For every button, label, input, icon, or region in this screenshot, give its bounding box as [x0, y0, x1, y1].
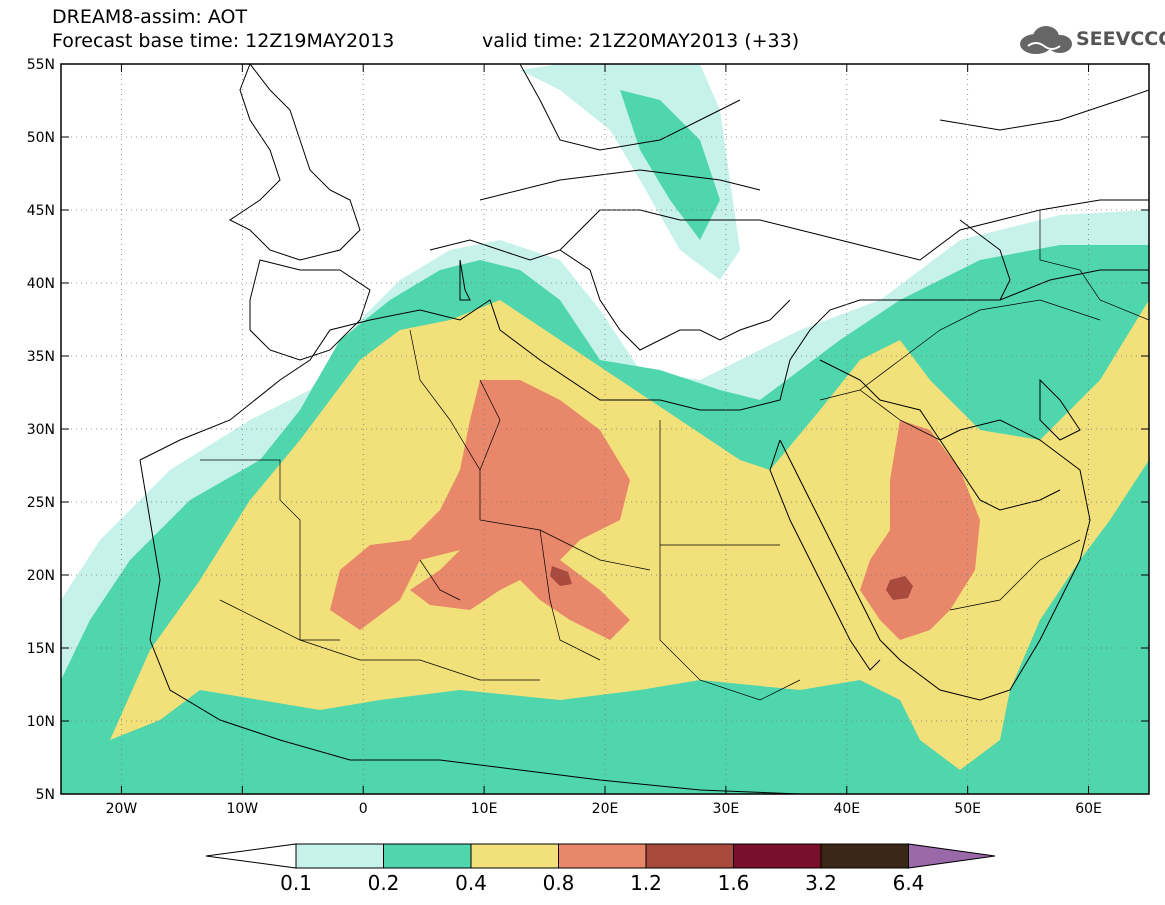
aot-contour-0.4: [110, 300, 1149, 770]
colorbar-segment: [470, 843, 559, 869]
lon-tick-label: 10W: [226, 801, 258, 817]
map-grid: [61, 64, 1149, 794]
colorbar-segment: [295, 843, 384, 869]
lat-tick-label: 50N: [27, 130, 55, 146]
lat-tick-label: 55N: [27, 57, 55, 73]
coastlines: [139, 64, 1149, 794]
colorbar-segment: [558, 843, 647, 869]
colorbar-label: 3.2: [805, 871, 837, 895]
aot-contour-1.2: [550, 566, 572, 586]
lat-tick-label: 15N: [27, 641, 55, 657]
lat-tick-label: 5N: [36, 787, 55, 803]
logo-text: SEEVCCC: [1076, 28, 1165, 50]
lon-tick-label: 30E: [713, 801, 740, 817]
colorbar-label: 0.4: [455, 871, 487, 895]
colorbar-label: 0.1: [280, 871, 312, 895]
lat-tick-label: 40N: [27, 276, 55, 292]
map-title: DREAM8-assim: AOT: [52, 6, 248, 28]
colorbar-segment: [820, 843, 909, 869]
colorbar-label: 6.4: [892, 871, 925, 895]
aot-contour-1.2-arabia: [886, 576, 913, 600]
lat-tick-label: 20N: [27, 568, 55, 584]
lon-tick-label: 20W: [106, 801, 138, 817]
lon-tick-label: 10E: [471, 801, 498, 817]
colorbar-segment: [733, 843, 822, 869]
colorbar-over-arrow: [908, 843, 996, 869]
lat-tick-label: 35N: [27, 349, 55, 365]
latitude-labels: 55N 50N 45N 40N 35N 30N 25N 20N 15N 10N 5N: [27, 57, 55, 803]
longitude-labels: 20W 10W 0 10E 20E 30E 40E 50E 60E: [106, 801, 1102, 817]
lon-tick-label: 60E: [1075, 801, 1102, 817]
colorbar-label: 0.2: [367, 871, 400, 895]
forecast-base-time: Forecast base time: 12Z19MAY2013: [52, 30, 395, 52]
colorbar-under-arrow: [205, 843, 297, 869]
lat-tick-label: 30N: [27, 422, 55, 438]
lon-tick-label: 20E: [592, 801, 619, 817]
lon-tick-label: 0: [359, 801, 368, 817]
axis-ticks: [61, 63, 1149, 795]
colorbar-segment: [645, 843, 734, 869]
lon-tick-label: 40E: [833, 801, 860, 817]
lat-tick-label: 25N: [27, 495, 55, 511]
lon-tick-label: 50E: [954, 801, 981, 817]
valid-time: valid time: 21Z20MAY2013 (+33): [482, 30, 800, 52]
lat-tick-label: 45N: [27, 203, 55, 219]
colorbar-label: 0.8: [542, 871, 575, 895]
colorbar: [205, 843, 996, 869]
country-borders: [200, 210, 1149, 701]
cloud-icon: [1020, 26, 1072, 54]
lat-tick-label: 10N: [27, 714, 55, 730]
colorbar-label: 1.2: [630, 871, 662, 895]
colorbar-label: 1.6: [717, 871, 750, 895]
colorbar-segment: [383, 843, 472, 869]
